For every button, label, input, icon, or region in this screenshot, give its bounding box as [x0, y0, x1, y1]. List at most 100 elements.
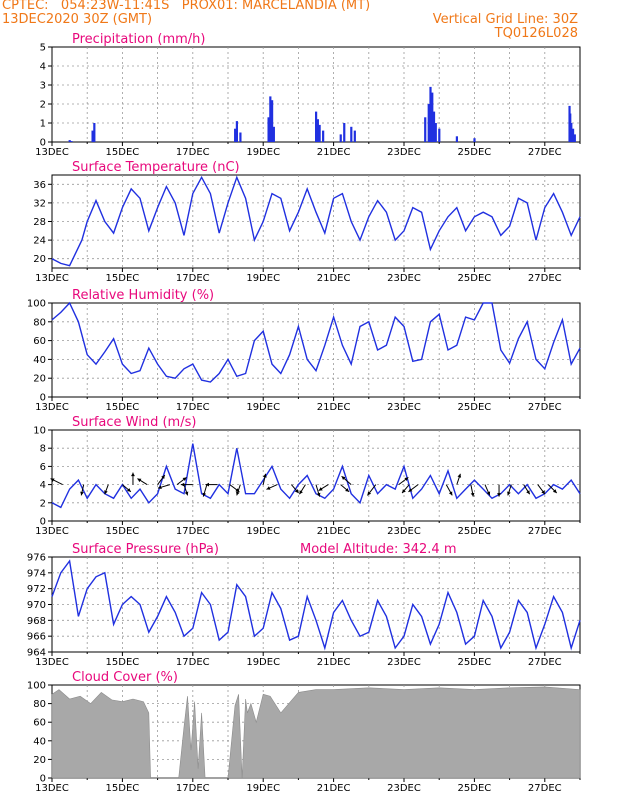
- precip-bar: [91, 130, 94, 142]
- y-tick-label: 4: [40, 62, 46, 73]
- x-tick-label: 13DEC: [35, 402, 69, 413]
- y-tick-label: 40: [33, 736, 46, 747]
- wind-arrow-head: [157, 485, 162, 489]
- x-tick-label: 19DEC: [246, 657, 280, 668]
- wind-arrow-head: [50, 478, 55, 482]
- y-tick-label: 2: [40, 498, 46, 509]
- x-tick-label: 25DEC: [458, 657, 492, 668]
- wind-arrow-head: [236, 491, 240, 496]
- y-tick-label: 20: [33, 755, 46, 766]
- wind-arrow-head: [137, 478, 142, 483]
- panel-frame: [51, 556, 581, 653]
- x-tick-label: 27DEC: [528, 273, 562, 284]
- precip-bar: [68, 140, 71, 142]
- x-tick-label: 25DEC: [458, 273, 492, 284]
- panel-frame: [51, 429, 581, 522]
- wind-arrow-head: [263, 473, 267, 478]
- precip-bar: [316, 119, 319, 142]
- wind-arrow-head: [318, 487, 323, 491]
- wind-arrow-head: [497, 493, 501, 497]
- wind-arrow-head: [507, 491, 511, 496]
- precip-bar: [455, 136, 458, 142]
- wind-arrow-head: [316, 492, 321, 497]
- panel-4: 0 2 4 6 8 10 13DEC 15DEC 17DEC 19DEC 21DEC 23DEC 25D…: [33, 415, 581, 537]
- y-tick-label: 32: [33, 198, 46, 209]
- y-tick-label: 60: [33, 336, 46, 347]
- wind-arrow-head: [180, 482, 185, 487]
- x-tick-label: 23DEC: [387, 147, 421, 158]
- wind-arrow-head: [541, 490, 545, 495]
- series-line: [51, 559, 581, 651]
- x-tick-label: 27DEC: [528, 526, 562, 537]
- x-tick-label: 27DEC: [528, 147, 562, 158]
- y-tick-label: 4: [40, 480, 46, 491]
- x-tick-label: 15DEC: [106, 657, 140, 668]
- y-tick-label: 10: [33, 426, 46, 437]
- cloud-area: [51, 686, 581, 779]
- precip-bar: [271, 100, 274, 142]
- wind-arrow-head: [299, 490, 303, 495]
- x-tick-label: 13DEC: [35, 526, 69, 537]
- x-tick-label: 17DEC: [176, 783, 210, 794]
- series-line: [51, 175, 581, 267]
- x-tick-label: 21DEC: [317, 657, 351, 668]
- y-tick-label: 20: [33, 254, 46, 265]
- wind-arrow-head: [161, 475, 165, 479]
- y-tick-label: 100: [27, 681, 46, 692]
- precip-bar: [429, 86, 432, 142]
- y-tick-label: 964: [27, 648, 46, 659]
- header-grid-note: Vertical Grid Line: 30Z: [432, 12, 578, 27]
- x-tick-label: 27DEC: [528, 783, 562, 794]
- series-line: [51, 301, 581, 383]
- precip-bar: [353, 130, 356, 142]
- y-tick-label: 100: [27, 299, 46, 310]
- precip-bar: [267, 117, 270, 142]
- x-tick-label: 23DEC: [387, 273, 421, 284]
- wind-arrow-head: [184, 491, 189, 496]
- precip-bar: [571, 128, 575, 142]
- panel-3: 0 20 40 60 80 100 13DEC 15DEC 17DEC 19DEC 21DEC 23D…: [27, 288, 581, 413]
- x-tick-label: 15DEC: [106, 526, 140, 537]
- x-tick-label: 13DEC: [35, 783, 69, 794]
- y-tick-label: 972: [27, 584, 46, 595]
- model-altitude: Model Altitude: 342.4 m: [300, 542, 457, 557]
- wind-arrow-head: [402, 489, 406, 493]
- precip-bar: [269, 96, 272, 142]
- panel-6: 0 20 40 60 80 100 13DEC 15DEC 17DEC 19DEC 21DEC 23D…: [27, 670, 581, 794]
- panel-title: Surface Pressure (hPa): [72, 542, 219, 557]
- wind-arrow-head: [457, 473, 462, 478]
- y-tick-label: 968: [27, 616, 46, 627]
- y-tick-label: 974: [27, 568, 46, 579]
- panel-1: 0 1 2 3 4 5 13DEC 15DEC 17DEC 19DEC 21DEC 23DEC 25DE…: [35, 32, 581, 158]
- wind-arrow-head: [341, 476, 346, 480]
- wind-arrow-head: [526, 490, 530, 495]
- panel-title: Relative Humidity (%): [72, 288, 214, 303]
- x-tick-label: 13DEC: [35, 147, 69, 158]
- wind-arrow-head: [367, 491, 372, 496]
- header-code: TQ0126L028: [494, 26, 578, 41]
- x-tick-label: 21DEC: [317, 147, 351, 158]
- panel-5: 964 966 968 970 972 974 976 13DEC 15DEC 17DEC 19DE…: [27, 542, 581, 668]
- y-tick-label: 966: [27, 632, 46, 643]
- y-tick-label: 8: [40, 444, 46, 455]
- x-tick-label: 15DEC: [106, 147, 140, 158]
- x-tick-label: 25DEC: [458, 147, 492, 158]
- wind-arrow-head: [126, 488, 131, 492]
- x-tick-label: 25DEC: [458, 526, 492, 537]
- y-tick-label: 80: [33, 317, 46, 328]
- precip-bar: [570, 123, 573, 142]
- x-tick-label: 17DEC: [176, 147, 210, 158]
- x-tick-label: 19DEC: [246, 147, 280, 158]
- x-tick-label: 23DEC: [387, 657, 421, 668]
- y-tick-label: 2: [40, 100, 46, 111]
- y-tick-label: 970: [27, 600, 46, 611]
- y-tick-label: 1: [40, 119, 46, 130]
- wind-arrow-head: [552, 489, 557, 493]
- wind-arrow-head: [131, 472, 135, 477]
- precip-bar: [350, 126, 353, 142]
- y-tick-label: 0: [40, 393, 46, 404]
- y-tick-label: 60: [33, 718, 46, 729]
- x-tick-label: 19DEC: [246, 402, 280, 413]
- wind-arrow-head: [448, 491, 453, 496]
